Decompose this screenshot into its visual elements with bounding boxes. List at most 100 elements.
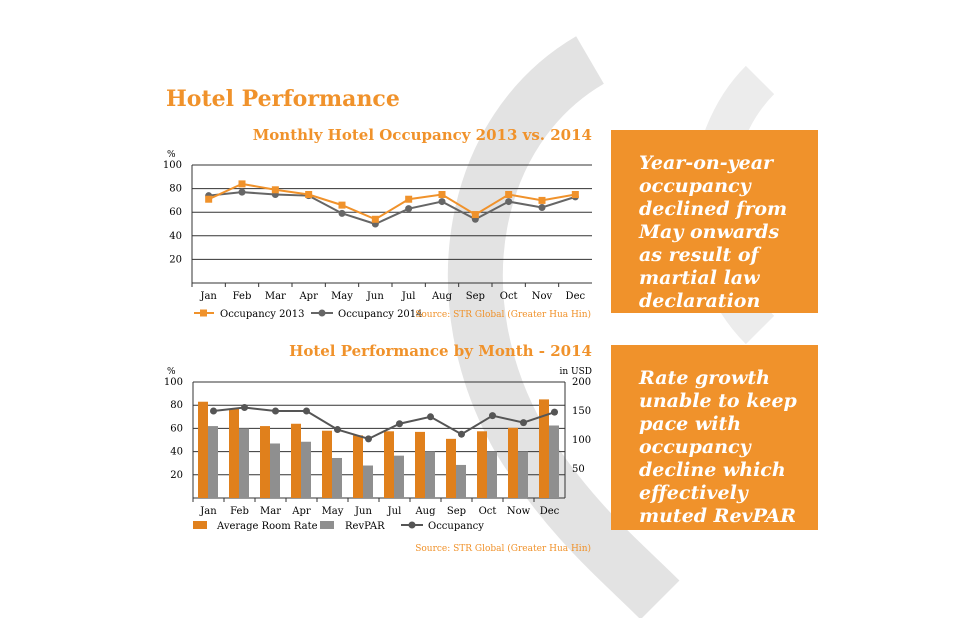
chart2-occupancy-point [489, 412, 496, 420]
bar-revpar [301, 441, 311, 498]
chart2-occupancy-point [272, 407, 279, 415]
chart2-x-tick: Apr [291, 506, 311, 517]
chart2-x-tick: Now [507, 506, 531, 517]
chart1-y-tick: 20 [169, 254, 182, 265]
bar-average-room-rate [260, 426, 270, 498]
chart1-point-2013 [505, 191, 513, 198]
legend-2014-marker [318, 309, 326, 317]
legend-2014-label: Occupancy 2014 [338, 309, 423, 320]
bar-average-room-rate [539, 399, 549, 498]
chart2-x-tick: Aug [414, 506, 436, 517]
chart2-source: Source: STR Global (Greater Hua Hin) [415, 543, 591, 554]
chart2-x-tick: Jun [354, 506, 372, 517]
legend-arr-label: Average Room Rate [216, 521, 318, 532]
legend-2013-label: Occupancy 2013 [220, 309, 305, 320]
bar-revpar [425, 451, 435, 498]
chart1-point-2013 [471, 211, 479, 219]
chart2-x-tick: Feb [230, 506, 249, 517]
bar-average-room-rate [322, 430, 332, 498]
bar-revpar [208, 426, 218, 498]
chart1-x-tick: May [331, 291, 353, 302]
chart1-point-2013 [205, 195, 213, 203]
chart1-y-tick: 40 [169, 231, 182, 242]
chart1-point-2013 [571, 191, 579, 198]
callout-rate: Rate growth unable to keep pace with occ… [611, 345, 818, 530]
chart1-x-tick: Jun [366, 291, 384, 302]
chart1-y-unit: % [167, 150, 176, 160]
chart1-point-2013 [271, 186, 279, 194]
legend-2013-marker [200, 309, 207, 317]
legend-occ-marker [408, 521, 416, 529]
chart1-x-tick: Nov [532, 291, 553, 302]
chart1-point-2014 [238, 188, 246, 196]
bar-average-room-rate [229, 408, 239, 498]
chart1-x-tick: Sep [466, 291, 485, 302]
callout-occupancy: Year-on-year occupancy declined from May… [611, 130, 818, 313]
chart1-y-tick: 60 [169, 207, 182, 218]
bar-revpar [332, 457, 342, 498]
chart2-occupancy-point [365, 435, 372, 443]
chart2-x-tick: May [322, 506, 344, 517]
chart1-point-2013 [405, 195, 413, 203]
chart2-y2-tick: 50 [572, 464, 585, 475]
chart2-x-tick: Jul [387, 506, 402, 517]
chart1-x-tick: Jan [199, 291, 217, 302]
chart2-y-tick: 20 [170, 470, 183, 481]
chart1-x-tick: Aug [431, 291, 453, 302]
legend-occ-label: Occupancy [428, 521, 484, 532]
page-title: Hotel Performance [166, 86, 400, 112]
chart1-source: Source: STR Global (Greater Hua Hin) [415, 309, 591, 320]
chart2-y-tick: 100 [164, 377, 183, 388]
chart2-y-unit: % [167, 367, 176, 377]
legend-arr-swatch [193, 521, 207, 529]
chart1-x-tick: Oct [500, 291, 518, 302]
chart2-y2-tick: 100 [572, 435, 591, 446]
bar-revpar [270, 443, 280, 498]
chart2-x-tick: Jan [199, 506, 217, 517]
chart1-point-2013 [305, 191, 313, 198]
bar-revpar [394, 455, 404, 498]
chart1-point-2013 [538, 196, 546, 204]
chart2-y2-unit: in USD [559, 367, 592, 377]
bar-revpar [518, 451, 528, 498]
chart1-x-tick: Jul [401, 291, 416, 302]
chart1-point-2014 [438, 198, 446, 206]
chart1-point-2014 [505, 198, 513, 206]
chart2-occupancy-point [396, 420, 403, 428]
bar-average-room-rate [446, 438, 456, 498]
chart2-y2-tick: 150 [572, 406, 591, 417]
chart2-title: Hotel Performance by Month - 2014 [289, 342, 592, 360]
chart2-occupancy-point [303, 407, 310, 415]
legend-revpar-label: RevPAR [345, 521, 385, 532]
chart1-y-tick: 100 [163, 160, 182, 171]
chart2-occupancy-point [520, 419, 527, 427]
chart2-y-tick: 80 [170, 400, 183, 411]
chart1-x-tick: Apr [298, 291, 318, 302]
bar-average-room-rate [198, 401, 208, 498]
chart1-series-line [208, 182, 576, 221]
chart2-occupancy-point [551, 408, 558, 416]
chart1-point-2013 [371, 215, 379, 223]
chart1-x-tick: Feb [233, 291, 252, 302]
chart1-title: Monthly Hotel Occupancy 2013 vs. 2014 [252, 126, 592, 144]
bar-average-room-rate [384, 431, 394, 498]
bar-average-room-rate [508, 427, 518, 498]
chart2-x-tick: Dec [540, 506, 560, 517]
chart1-point-2013 [238, 180, 246, 188]
bar-revpar [363, 465, 373, 498]
chart2-y2-tick: 200 [572, 377, 591, 388]
bar-revpar [239, 428, 249, 498]
chart1-point-2014 [538, 203, 546, 211]
chart2-x-tick: Oct [479, 506, 497, 517]
chart1-series-line [208, 191, 576, 226]
bar-revpar [456, 464, 466, 498]
chart1-x-tick: Mar [265, 291, 286, 302]
bar-revpar [549, 425, 559, 498]
chart1-point-2014 [338, 209, 346, 217]
bar-average-room-rate [291, 423, 301, 498]
chart2-y-tick: 40 [170, 447, 183, 458]
bar-revpar [487, 451, 497, 498]
chart2-x-tick: Sep [447, 506, 466, 517]
chart2-occupancy-point [210, 407, 217, 415]
